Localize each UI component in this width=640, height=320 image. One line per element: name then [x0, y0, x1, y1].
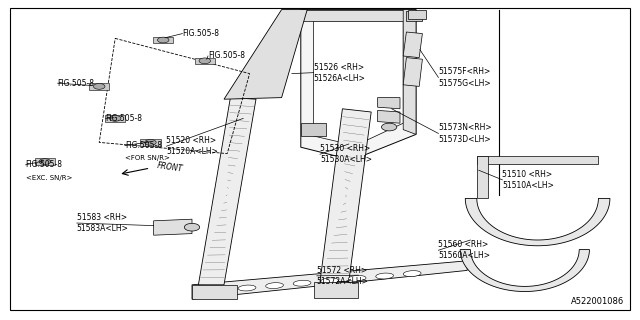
Text: <EXC. SN/R>: <EXC. SN/R> [26, 175, 72, 180]
Text: 51510 <RH>: 51510 <RH> [502, 170, 552, 179]
Polygon shape [465, 198, 610, 246]
Polygon shape [320, 109, 371, 282]
Polygon shape [460, 250, 589, 292]
Text: FIG.505-8: FIG.505-8 [125, 141, 162, 150]
Ellipse shape [403, 271, 421, 276]
Text: 51572A<LH>: 51572A<LH> [317, 277, 369, 286]
Text: 51560A<LH>: 51560A<LH> [438, 252, 490, 260]
Polygon shape [314, 282, 358, 298]
Text: 51560 <RH>: 51560 <RH> [438, 240, 489, 249]
Polygon shape [301, 10, 416, 21]
Polygon shape [406, 11, 422, 21]
Text: FIG.505-8: FIG.505-8 [26, 160, 63, 169]
Circle shape [184, 223, 200, 231]
Text: 51573D<LH>: 51573D<LH> [438, 135, 491, 144]
Polygon shape [301, 10, 416, 160]
Circle shape [109, 116, 121, 121]
Text: 51510A<LH>: 51510A<LH> [502, 181, 554, 190]
Polygon shape [154, 219, 192, 235]
Ellipse shape [211, 287, 228, 293]
Circle shape [39, 159, 51, 164]
Polygon shape [192, 285, 237, 299]
Ellipse shape [238, 285, 256, 291]
Text: FIG.505-8: FIG.505-8 [58, 79, 95, 88]
Text: FRONT: FRONT [157, 161, 184, 173]
Polygon shape [403, 10, 416, 134]
Polygon shape [192, 261, 467, 299]
Circle shape [381, 123, 397, 131]
Polygon shape [378, 110, 400, 123]
Text: <FOR SN/R>: <FOR SN/R> [125, 156, 170, 161]
Ellipse shape [376, 273, 394, 279]
Text: A522001086: A522001086 [571, 297, 624, 306]
Polygon shape [224, 10, 307, 99]
Polygon shape [378, 98, 400, 109]
Text: FIG.505-8: FIG.505-8 [106, 114, 143, 123]
Polygon shape [314, 21, 403, 146]
Polygon shape [477, 156, 598, 164]
Circle shape [157, 37, 169, 43]
Text: 51520A<LH>: 51520A<LH> [166, 148, 218, 156]
Ellipse shape [348, 276, 366, 281]
Bar [195, 58, 215, 64]
Polygon shape [301, 123, 326, 136]
Text: 51530 <RH>: 51530 <RH> [320, 144, 371, 153]
Text: FIG.505-8: FIG.505-8 [208, 52, 245, 60]
Text: 51583 <RH>: 51583 <RH> [77, 213, 127, 222]
Polygon shape [403, 58, 422, 86]
Bar [35, 158, 55, 165]
Text: 51575F<RH>: 51575F<RH> [438, 68, 491, 76]
Circle shape [145, 140, 156, 145]
Polygon shape [403, 32, 422, 58]
Polygon shape [408, 10, 426, 19]
Text: 51572 <RH>: 51572 <RH> [317, 266, 367, 275]
Text: 51583A<LH>: 51583A<LH> [77, 224, 129, 233]
Ellipse shape [321, 278, 339, 284]
Text: FIG.505-8: FIG.505-8 [182, 29, 220, 38]
Text: 51575G<LH>: 51575G<LH> [438, 79, 491, 88]
Bar [89, 83, 109, 90]
Text: 51526 <RH>: 51526 <RH> [314, 63, 364, 72]
Circle shape [93, 84, 105, 89]
Circle shape [199, 58, 211, 64]
Polygon shape [477, 156, 488, 198]
Ellipse shape [293, 280, 311, 286]
Text: 51573N<RH>: 51573N<RH> [438, 124, 492, 132]
Text: 51530A<LH>: 51530A<LH> [320, 156, 372, 164]
Bar [105, 115, 125, 122]
Ellipse shape [266, 283, 284, 289]
Text: 51520 <RH>: 51520 <RH> [166, 136, 216, 145]
Polygon shape [198, 98, 256, 285]
Bar [153, 37, 173, 43]
Text: 51526A<LH>: 51526A<LH> [314, 74, 365, 83]
Bar [140, 139, 161, 146]
